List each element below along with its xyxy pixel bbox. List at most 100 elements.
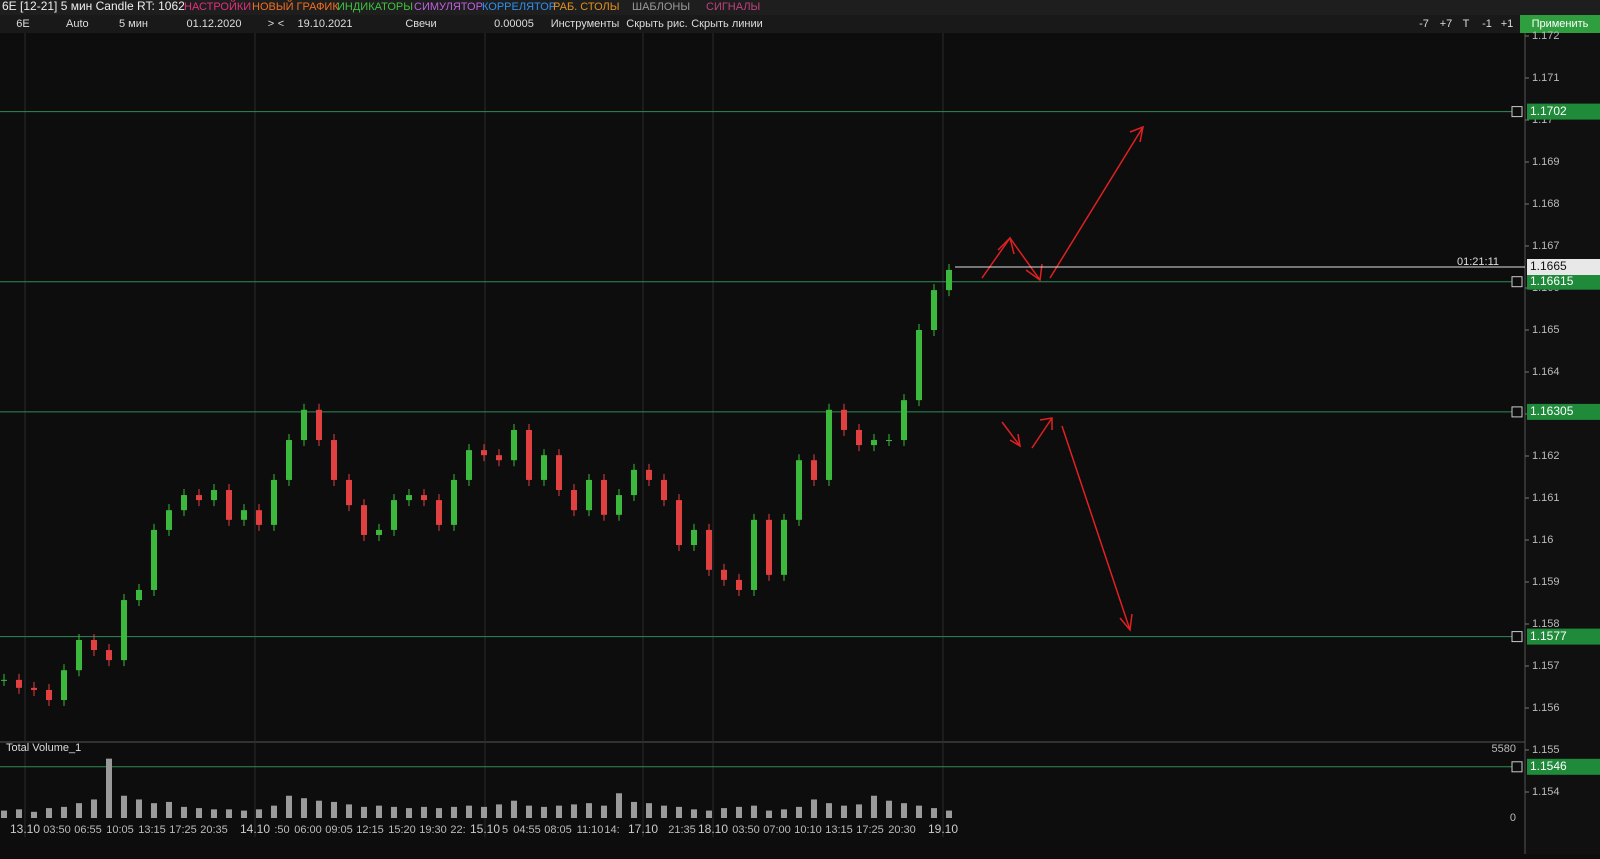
candle-body: [796, 460, 802, 520]
apply-label[interactable]: Применить: [1532, 18, 1589, 30]
candle-body: [676, 500, 682, 546]
toolbar-item[interactable]: Инструменты: [551, 18, 620, 30]
volume-bar: [751, 805, 757, 818]
y-tick-label: 1.16: [1532, 534, 1553, 546]
y-tick-label: 1.169: [1532, 156, 1560, 168]
toolbar-item[interactable]: 5 мин: [119, 18, 148, 30]
candle-body: [826, 409, 832, 480]
candle-body: [271, 479, 277, 525]
toolbar-button[interactable]: +1: [1501, 18, 1514, 30]
x-tick-label: 17.10: [628, 822, 658, 836]
candle-body: [151, 529, 157, 590]
x-tick-label: 13:15: [138, 824, 166, 836]
volume-bar: [406, 808, 412, 818]
volume-bar: [691, 809, 697, 818]
volume-bar: [556, 805, 562, 818]
level-label: 1.16615: [1530, 274, 1574, 288]
candle-body: [196, 495, 202, 501]
level-close[interactable]: [1511, 406, 1523, 418]
x-tick-label: 06:00: [294, 824, 322, 836]
toolbar-button[interactable]: -7: [1419, 18, 1429, 30]
toolbar-item[interactable]: Скрыть линии: [691, 18, 763, 30]
volume-label: Total Volume_1: [6, 742, 81, 754]
volume-bar: [601, 805, 607, 818]
x-tick-label: 17:25: [856, 824, 884, 836]
current-price-label: 1.1665: [1530, 259, 1567, 273]
candle-body: [331, 440, 337, 480]
toolbar-button[interactable]: -1: [1482, 18, 1492, 30]
candle-body: [931, 290, 937, 330]
candle-body: [631, 469, 637, 496]
y-tick-label: 1.157: [1532, 660, 1560, 672]
toolbar-item[interactable]: 6E: [16, 18, 29, 30]
volume-bar: [466, 805, 472, 818]
menu-item[interactable]: СИМУЛЯТОР: [414, 1, 483, 13]
x-tick-label: :50: [274, 824, 289, 836]
candle-body: [436, 500, 442, 525]
x-tick-label: 10:10: [794, 824, 822, 836]
x-tick-label: 11:10: [577, 824, 604, 836]
candle-body: [286, 440, 292, 480]
toolbar-button[interactable]: T: [1463, 18, 1470, 30]
toolbar-item[interactable]: >: [268, 18, 274, 30]
menu-item[interactable]: ШАБЛОНЫ: [632, 1, 690, 13]
volume-bar: [436, 808, 442, 818]
volume-bar: [736, 806, 742, 818]
volume-bar: [136, 799, 142, 818]
level-close[interactable]: [1511, 761, 1523, 773]
toolbar-item[interactable]: Скрыть рис.: [626, 18, 687, 30]
volume-bar: [106, 758, 112, 818]
x-tick-label: 18.10: [698, 822, 728, 836]
toolbar-item[interactable]: Auto: [66, 18, 89, 30]
menu-item[interactable]: РАБ. СТОЛЫ: [553, 1, 619, 13]
candle-body: [691, 529, 697, 546]
x-tick-label: 22:: [450, 824, 465, 836]
level-label: 1.1546: [1530, 759, 1567, 773]
volume-bar: [886, 800, 892, 818]
volume-bar: [46, 808, 52, 818]
toolbar-item[interactable]: 19.10.2021: [297, 18, 352, 30]
volume-bar: [151, 803, 157, 818]
y-tick-label: 1.171: [1532, 72, 1560, 84]
candle-body: [421, 495, 427, 501]
level-tag: [1527, 628, 1600, 645]
menu-item[interactable]: НОВЫЙ ГРАФИК: [252, 0, 339, 13]
level-close[interactable]: [1511, 106, 1523, 118]
level-close[interactable]: [1511, 631, 1523, 643]
candle-body: [751, 519, 757, 590]
volume-tick-label: 5580: [1492, 743, 1516, 755]
toolbar-item[interactable]: 01.12.2020: [186, 18, 241, 30]
candle-body: [16, 679, 22, 688]
x-tick-label: 21:35: [668, 824, 696, 836]
candle-body: [496, 455, 502, 461]
x-tick-label: 19.10: [928, 822, 958, 836]
current-price-tag: [1527, 259, 1600, 275]
candle-body: [481, 450, 487, 456]
apply-button[interactable]: [1520, 15, 1600, 33]
toolbar-button[interactable]: +7: [1440, 18, 1453, 30]
volume-bar: [121, 795, 127, 818]
volume-bar: [511, 800, 517, 818]
volume-bar: [241, 810, 247, 818]
y-tick-label: 1.165: [1532, 324, 1560, 336]
level-close[interactable]: [1511, 276, 1523, 288]
volume-bar: [181, 806, 187, 818]
menu-item[interactable]: СИГНАЛЫ: [706, 1, 760, 13]
toolbar-item[interactable]: Свечи: [405, 18, 436, 30]
volume-bar: [541, 806, 547, 818]
x-tick-label: 08:05: [544, 824, 572, 836]
volume-bar: [376, 805, 382, 818]
y-tick-label: 1.155: [1532, 744, 1560, 756]
toolbar-item[interactable]: <: [278, 18, 284, 30]
volume-bar: [451, 806, 457, 818]
volume-bar: [346, 804, 352, 818]
menu-item[interactable]: НАСТРОЙКИ: [184, 0, 251, 13]
toolbar-item[interactable]: 0.00005: [494, 18, 534, 30]
volume-bar: [571, 804, 577, 818]
y-tick-label: 1.158: [1532, 618, 1560, 630]
menu-item[interactable]: ИНДИКАТОРЫ: [337, 1, 413, 13]
menu-item[interactable]: КОРРЕЛЯТОР: [482, 1, 556, 13]
volume-bar: [766, 810, 772, 818]
